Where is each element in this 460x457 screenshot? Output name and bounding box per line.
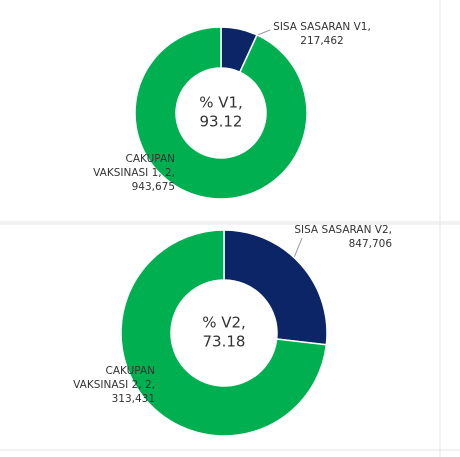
center-value: 93.12 [200,113,243,131]
label-part: SISA SASARAN V1, [273,21,371,33]
label-part: 847,706 [348,238,392,250]
donut-slice [134,26,308,200]
label-part: 2, 313,431 [111,379,155,405]
center-value: 73.18 [203,333,246,351]
slice-label: CAKUPAN VAKSINASI 1, 2, 943,675 [75,152,175,194]
label-part: CAKUPAN VAKSINASI 2, [73,365,155,391]
label-part: 217,462 [300,35,344,47]
label-part: CAKUPAN VAKSINASI 1, [93,153,175,179]
donut-slice [120,229,328,437]
center-label: % V2, [202,314,246,332]
slice-label: CAKUPAN VAKSINASI 2, 2, 313,431 [50,364,155,406]
slice-label: SISA SASARAN V2, 847,706 [292,223,392,251]
center-label: % V1, [199,94,243,112]
label-part: 2, 943,675 [131,167,175,193]
slice-label: SISA SASARAN V1, 217,462 [262,20,382,48]
label-part: SISA SASARAN V2, [294,224,392,236]
donut-slice [223,229,328,346]
